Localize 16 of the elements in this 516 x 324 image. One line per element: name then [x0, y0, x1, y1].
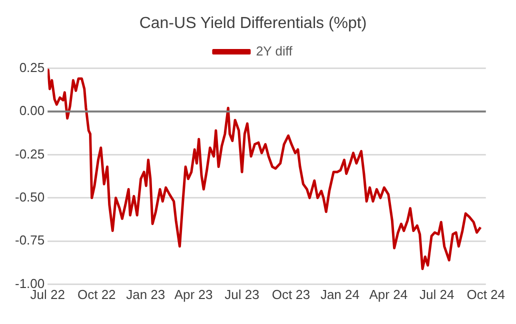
x-tick-label: Oct 23	[272, 286, 310, 302]
x-tick-label: Apr 24	[369, 286, 408, 302]
y-tick-label: 0.25	[19, 60, 45, 75]
x-tick-label: Apr 23	[174, 286, 213, 302]
chart-title: Can-US Yield Differentials (%pt)	[139, 15, 367, 32]
x-tick-label: Jan 24	[320, 286, 360, 302]
x-tick-label: Jul 23	[224, 286, 260, 302]
x-tick-label: Jan 23	[126, 286, 166, 302]
x-tick-label: Jul 24	[420, 286, 454, 302]
x-tick-label: Oct 24	[466, 286, 505, 302]
x-tick-label: Oct 22	[77, 286, 116, 302]
y-tick-label: -0.75	[14, 232, 45, 248]
y-tick-label: -0.50	[14, 190, 45, 204]
legend-label: 2Y diff	[256, 43, 293, 58]
y-tick-label: -0.25	[14, 146, 45, 162]
y-tick-label: 0.00	[19, 103, 45, 118]
